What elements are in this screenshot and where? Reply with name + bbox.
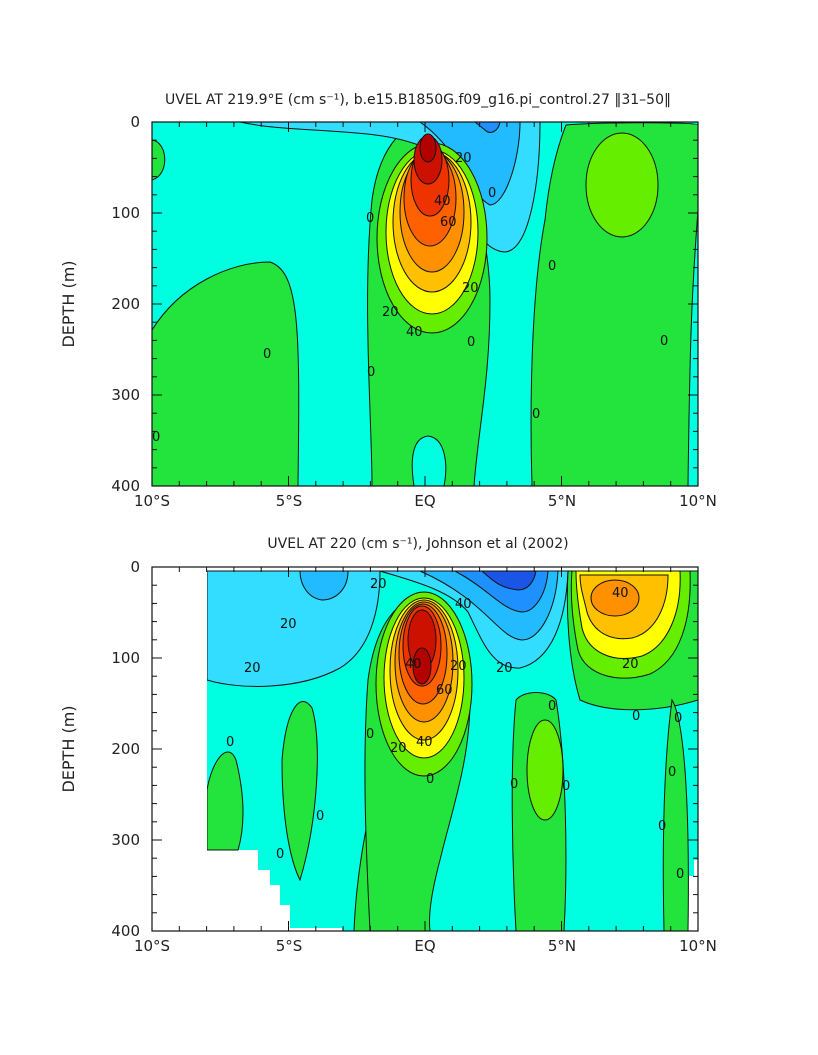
bottom-clabel: 0 [658,819,666,834]
x-tick-label: EQ [414,492,435,510]
y-tick-label: 200 [111,740,140,758]
top-axis-ticks [151,121,699,487]
top-clabel: 0 [532,407,540,422]
bottom-clabel: 0 [316,809,324,824]
top-x-tick-labels: 10°S 5°S EQ 5°N 10°N [134,492,717,510]
top-clabel: 40 [406,325,423,340]
bottom-clabel: 40 [612,586,629,601]
bottom-panel: UVEL AT 220 (cm s⁻¹), Johnson et al (200… [59,536,717,955]
bottom-clabel: 0 [548,699,556,714]
y-tick-label: 400 [111,922,140,940]
y-tick-label: 200 [111,295,140,313]
y-tick-label: 100 [111,204,140,222]
x-tick-label: 10°S [134,492,170,510]
top-clabel: 0 [660,334,668,349]
bottom-clabel: 0 [668,765,676,780]
x-tick-label: 5°S [276,492,303,510]
bottom-clabel: 0 [510,777,518,792]
y-tick-label: 300 [111,831,140,849]
bottom-clabel: 0 [366,727,374,742]
x-tick-label: 10°N [679,937,717,955]
bottom-clabel: 40 [416,735,433,750]
top-panel: UVEL AT 219.9°E (cm s⁻¹), b.e15.B1850G.f… [59,92,717,510]
bottom-euc-core [412,647,432,685]
top-clabel: 0 [467,335,475,350]
bottom-clabel: 20 [496,661,513,676]
top-contour-labels: 20 0 40 60 0 20 20 40 0 0 0 0 0 0 0 [152,151,668,445]
x-tick-label: 5°S [276,937,303,955]
bottom-west-westward-core [299,570,349,601]
top-clabel: 20 [462,281,479,296]
x-tick-label: 10°S [134,937,170,955]
top-deep-west-eastward [152,261,300,486]
top-clabel: 0 [366,211,374,226]
y-tick-label: 100 [111,649,140,667]
bottom-clabel: 0 [562,779,570,794]
bottom-west-westward [207,570,381,687]
bottom-east-column-max [526,719,564,821]
bottom-contour-labels: 20 20 20 40 40 20 20 60 40 20 0 0 0 0 40… [226,577,684,882]
bottom-panel-title: UVEL AT 220 (cm s⁻¹), Johnson et al (200… [267,536,568,552]
top-clabel: 0 [488,186,496,201]
bottom-clabel: 20 [622,657,639,672]
bottom-east-strip [662,698,689,931]
bottom-y-tick-labels: 0 100 200 300 400 [111,558,140,940]
bottom-clabel: 20 [390,741,407,756]
bottom-west-eastward-b [281,701,318,882]
top-panel-title: UVEL AT 219.9°E (cm s⁻¹), b.e15.B1850G.f… [165,92,671,108]
top-contour-field [152,122,698,486]
bottom-clabel: 20 [370,577,387,592]
bottom-clabel: 20 [450,659,467,674]
top-y-axis-label: DEPTH (m) [59,260,78,347]
top-clabel: 20 [455,151,472,166]
y-tick-label: 300 [111,386,140,404]
top-deep-hole [411,435,447,486]
top-clabel: 60 [440,215,457,230]
top-clabel: 0 [548,259,556,274]
bottom-axis-ticks [151,566,699,932]
x-tick-label: 5°N [548,937,576,955]
bottom-clabel: 0 [676,867,684,882]
y-tick-label: 0 [130,558,140,576]
bottom-clabel: 0 [276,847,284,862]
bottom-clabel: 0 [632,709,640,724]
top-clabel: 0 [367,365,375,380]
bottom-west-eastward-a [207,751,244,851]
top-y-tick-labels: 0 100 200 300 400 [111,113,140,495]
bottom-clabel: 0 [674,711,682,726]
bottom-contour-field [207,570,698,931]
bottom-necc-40 [590,579,640,617]
top-clabel: 40 [434,194,451,209]
bottom-clabel: 0 [426,772,434,787]
top-clabel: 20 [382,305,399,320]
x-tick-label: 10°N [679,492,717,510]
bottom-clabel: 20 [244,661,261,676]
bottom-clabel: 40 [455,597,472,612]
bottom-clabel: 20 [280,617,297,632]
bottom-clabel: 60 [436,683,453,698]
top-clabel: 0 [152,430,160,445]
y-tick-label: 400 [111,477,140,495]
bottom-x-tick-labels: 10°S 5°S EQ 5°N 10°N [134,937,717,955]
top-clabel: 0 [263,347,271,362]
top-necc-max [585,132,659,238]
bottom-clabel: 40 [405,657,422,672]
top-euc-core [419,133,437,163]
x-tick-label: EQ [414,937,435,955]
bottom-sec-core [480,570,537,591]
bottom-y-axis-label: DEPTH (m) [59,705,78,792]
x-tick-label: 5°N [548,492,576,510]
bottom-clabel: 0 [226,735,234,750]
y-tick-label: 0 [130,113,140,131]
